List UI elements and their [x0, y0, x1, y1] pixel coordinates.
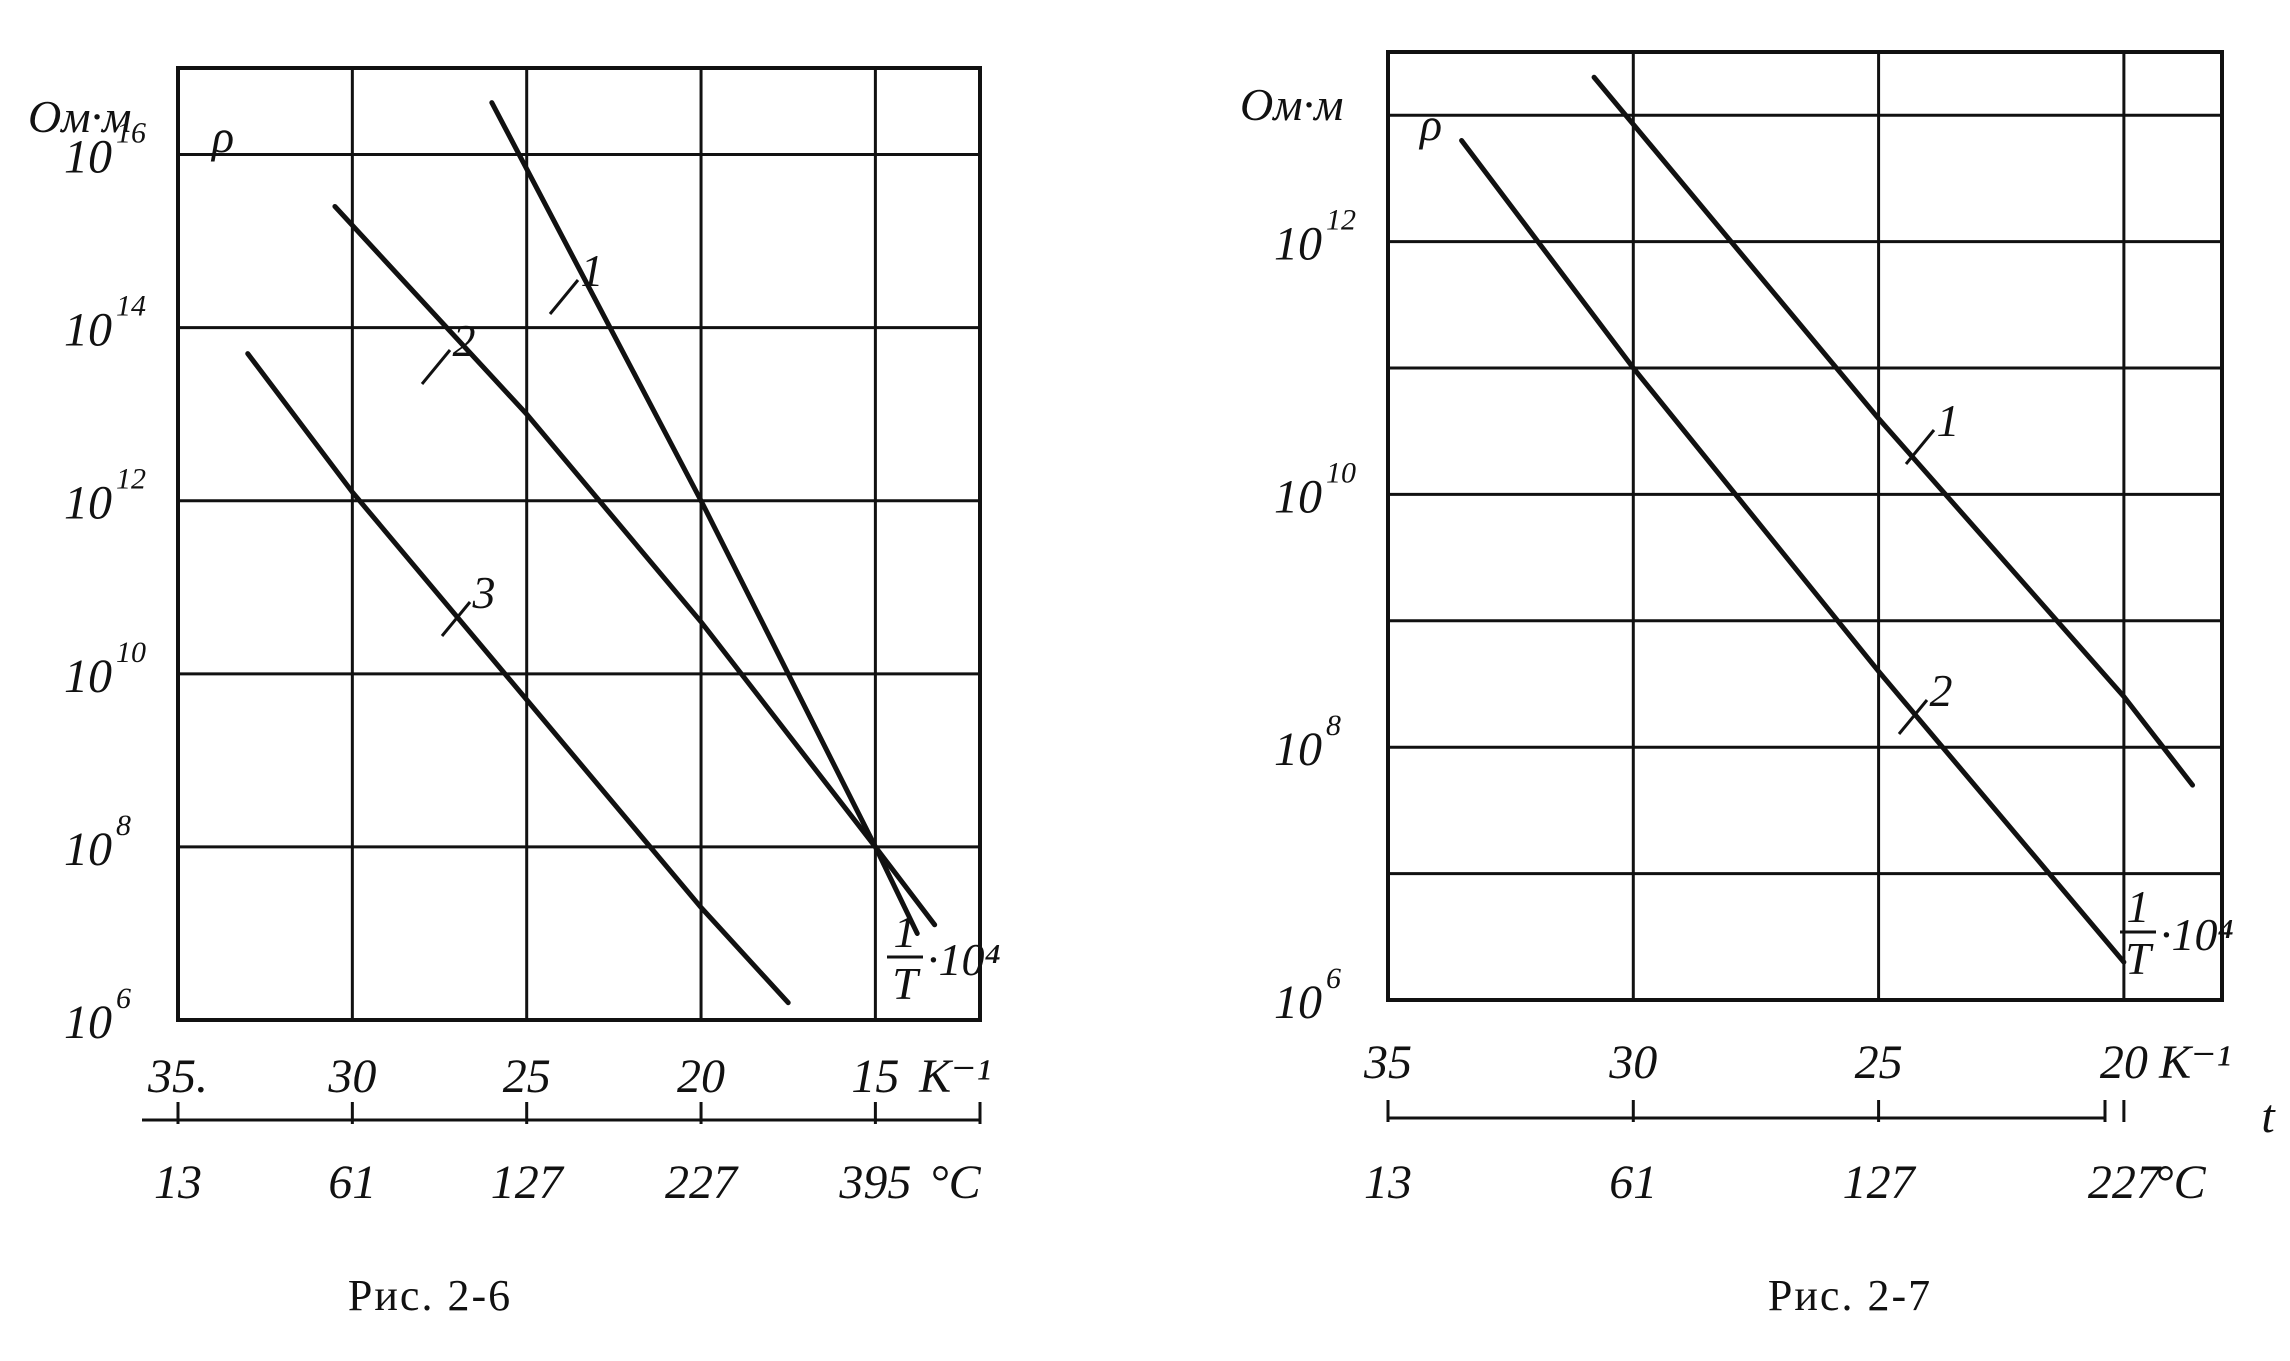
series-label-leader	[548, 279, 580, 315]
series-label-2: 2	[1930, 665, 1953, 716]
y-tick-exponent: 16	[116, 117, 146, 150]
y-tick-base: 10	[64, 477, 112, 530]
y-tick-exponent: 6	[1326, 962, 1341, 995]
y-tick-base: 10	[64, 996, 112, 1049]
series-label-leader	[1897, 699, 1929, 735]
series-line-1	[489, 100, 920, 936]
y-tick-exponent: 12	[1326, 204, 1356, 237]
y-tick-exponent: 8	[1326, 709, 1341, 742]
series-line-2	[1459, 137, 2127, 965]
t-tick-label: 13	[1364, 1156, 1412, 1209]
series-line-3	[245, 351, 791, 1006]
y-tick-base: 10	[64, 304, 112, 357]
series-label-1: 1	[581, 245, 604, 296]
series-line-2	[332, 203, 938, 928]
x-tick-label: 35	[1363, 1036, 1412, 1089]
y-tick-base: 10	[1274, 976, 1322, 1029]
series-label-leader	[440, 601, 472, 637]
t-tick-label: 13	[154, 1156, 202, 1209]
x-tick-label: 20	[2100, 1036, 2148, 1089]
plot-frame	[176, 66, 982, 1022]
series-label-3: 3	[472, 567, 496, 618]
t-axis-symbol: t	[2261, 1090, 2276, 1143]
series-label-leader	[1904, 429, 1936, 465]
y-tick-exponent: 12	[116, 463, 146, 496]
x-axis-label-denominator: T	[892, 958, 921, 1009]
y-tick-base: 10	[64, 650, 112, 703]
y-tick-base: 10	[64, 131, 112, 184]
plot-frame	[1386, 50, 2224, 1002]
y-axis-unit: Ом·м	[1240, 79, 1343, 130]
x-tick-label: 30	[327, 1050, 376, 1103]
y-tick-base: 10	[64, 823, 112, 876]
t-tick-label: 227	[665, 1156, 739, 1209]
y-axis-symbol: ρ	[210, 111, 234, 162]
t-axis-unit: °C	[929, 1156, 981, 1209]
series-label-leader	[420, 349, 452, 385]
t-tick-label: 127	[1843, 1156, 1917, 1209]
x-axis-unit: K⁻¹	[918, 1050, 991, 1103]
x-tick-label: 35.	[147, 1050, 208, 1103]
x-axis-label-multiplier: ·10⁴	[927, 934, 1001, 985]
x-axis-label-denominator: T	[2125, 933, 2154, 984]
figure-caption: Рис. 2-7	[1768, 1271, 1932, 1320]
t-tick-label: 61	[328, 1156, 376, 1209]
series-label-1: 1	[1937, 395, 1960, 446]
x-axis-label-numerator: 1	[2127, 881, 2150, 932]
y-tick-exponent: 10	[1326, 456, 1356, 489]
x-tick-label: 15	[851, 1050, 899, 1103]
t-tick-label: 395	[838, 1156, 911, 1209]
y-tick-base: 10	[1274, 470, 1322, 523]
series-label-2: 2	[453, 315, 476, 366]
t-axis-unit: °C	[2154, 1156, 2206, 1209]
y-axis-unit: Ом·м	[28, 91, 131, 142]
y-tick-exponent: 14	[116, 290, 146, 323]
x-tick-label: 20	[677, 1050, 725, 1103]
x-tick-label: 25	[503, 1050, 551, 1103]
t-tick-label: 127	[491, 1156, 565, 1209]
y-tick-base: 10	[1274, 218, 1322, 271]
t-tick-label: 227	[2088, 1156, 2162, 1209]
x-tick-label: 30	[1608, 1036, 1657, 1089]
series-line-1	[1591, 74, 2196, 788]
y-tick-exponent: 8	[116, 809, 131, 842]
y-tick-base: 10	[1274, 723, 1322, 776]
x-axis-unit: K⁻¹	[2158, 1036, 2231, 1089]
y-axis-symbol: ρ	[1418, 99, 1442, 150]
y-tick-exponent: 10	[116, 636, 146, 669]
x-tick-label: 25	[1855, 1036, 1903, 1089]
figure-caption: Рис. 2-6	[348, 1271, 512, 1320]
t-tick-label: 61	[1609, 1156, 1657, 1209]
x-axis-label-multiplier: ·10⁴	[2160, 909, 2234, 960]
y-tick-exponent: 6	[116, 982, 131, 1015]
